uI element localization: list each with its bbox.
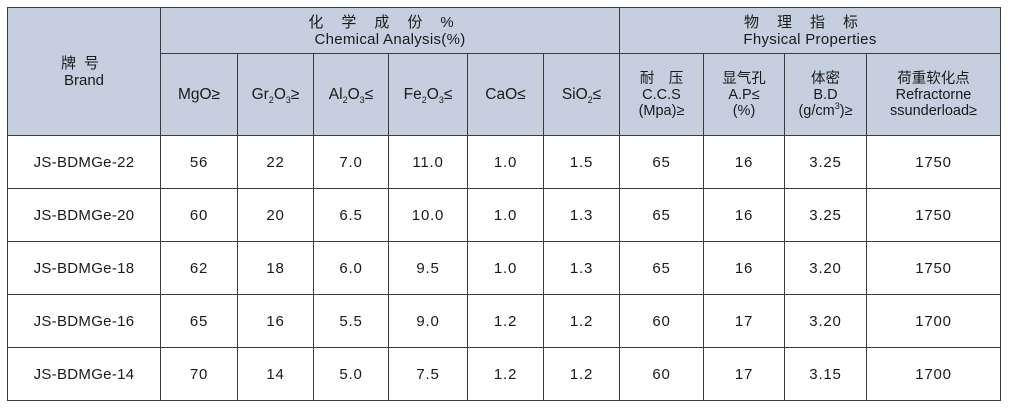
value-cell: 3.15 bbox=[784, 347, 867, 401]
value-cell: 1.0 bbox=[467, 135, 544, 189]
value-cell: 65 bbox=[619, 135, 704, 189]
value-cell: 1.0 bbox=[467, 241, 544, 295]
value-cell: 10.0 bbox=[388, 188, 468, 242]
brand-cell: JS-BDMGe-18 bbox=[7, 241, 161, 295]
value-cell: 1750 bbox=[866, 188, 1001, 242]
value-cell: 1.2 bbox=[543, 347, 620, 401]
brand-header-cn: 牌号 bbox=[60, 54, 107, 72]
value-cell: 17 bbox=[703, 294, 785, 348]
col-refractoriness: 荷重软化点 Refractorne ssunderload≥ bbox=[866, 53, 1001, 136]
value-cell: 6.0 bbox=[313, 241, 389, 295]
value-cell: 56 bbox=[160, 135, 238, 189]
value-cell: 62 bbox=[160, 241, 238, 295]
value-cell: 3.25 bbox=[784, 135, 867, 189]
brand-cell: JS-BDMGe-22 bbox=[7, 135, 161, 189]
value-cell: 60 bbox=[160, 188, 238, 242]
value-cell: 1.2 bbox=[543, 294, 620, 348]
value-cell: 16 bbox=[237, 294, 314, 348]
value-cell: 9.5 bbox=[388, 241, 468, 295]
value-cell: 1.3 bbox=[543, 241, 620, 295]
brand-cell: JS-BDMGe-14 bbox=[7, 347, 161, 401]
phys-group-header: 物理指标 Fhysical Properties bbox=[619, 7, 1001, 54]
value-cell: 1700 bbox=[866, 294, 1001, 348]
value-cell: 3.20 bbox=[784, 241, 867, 295]
brand-header-en: Brand bbox=[63, 71, 105, 89]
brand-cell: JS-BDMGe-20 bbox=[7, 188, 161, 242]
col-ap: 显气孔 A.P≤ (%) bbox=[703, 53, 785, 136]
value-cell: 65 bbox=[619, 188, 704, 242]
value-cell: 70 bbox=[160, 347, 238, 401]
value-cell: 1.2 bbox=[467, 347, 544, 401]
value-cell: 7.5 bbox=[388, 347, 468, 401]
value-cell: 22 bbox=[237, 135, 314, 189]
value-cell: 17 bbox=[703, 347, 785, 401]
col-ccs: 耐 压 C.C.S (Mpa)≥ bbox=[619, 53, 704, 136]
value-cell: 60 bbox=[619, 294, 704, 348]
phys-header-cn: 物理指标 bbox=[743, 13, 876, 31]
brand-header: 牌号 Brand bbox=[7, 7, 161, 136]
table-row: JS-BDMGe-20 60 20 6.5 10.0 1.0 1.3 65 16 3.25 1750 bbox=[7, 188, 1001, 242]
value-cell: 5.5 bbox=[313, 294, 389, 348]
value-cell: 6.5 bbox=[313, 188, 389, 242]
value-cell: 1.5 bbox=[543, 135, 620, 189]
value-cell: 65 bbox=[160, 294, 238, 348]
value-cell: 11.0 bbox=[388, 135, 468, 189]
value-cell: 16 bbox=[703, 135, 785, 189]
value-cell: 1.2 bbox=[467, 294, 544, 348]
value-cell: 1750 bbox=[866, 241, 1001, 295]
spec-table: 牌号 Brand 化学成份% Chemical Analysis(%) 物理指标… bbox=[7, 7, 1001, 401]
value-cell: 5.0 bbox=[313, 347, 389, 401]
value-cell: 1750 bbox=[866, 135, 1001, 189]
value-cell: 7.0 bbox=[313, 135, 389, 189]
value-cell: 1.0 bbox=[467, 188, 544, 242]
brand-cell: JS-BDMGe-16 bbox=[7, 294, 161, 348]
phys-header-en: Fhysical Properties bbox=[743, 30, 877, 48]
col-bd: 体密 B.D (g/cm3)≥ bbox=[784, 53, 867, 136]
col-al2o3: Al2O3≤ bbox=[313, 53, 389, 136]
col-fe2o3: Fe2O3≤ bbox=[388, 53, 468, 136]
value-cell: 3.25 bbox=[784, 188, 867, 242]
value-cell: 65 bbox=[619, 241, 704, 295]
value-cell: 1.3 bbox=[543, 188, 620, 242]
col-sio2: SiO2≤ bbox=[543, 53, 620, 136]
value-cell: 3.20 bbox=[784, 294, 867, 348]
table-row: JS-BDMGe-16 65 16 5.5 9.0 1.2 1.2 60 17 3.20 1700 bbox=[7, 294, 1001, 348]
value-cell: 18 bbox=[237, 241, 314, 295]
table-row: JS-BDMGe-18 62 18 6.0 9.5 1.0 1.3 65 16 3.20 1750 bbox=[7, 241, 1001, 295]
col-mgo: MgO≥ bbox=[160, 53, 238, 136]
value-cell: 16 bbox=[703, 241, 785, 295]
table-row: JS-BDMGe-14 70 14 5.0 7.5 1.2 1.2 60 17 3.15 1700 bbox=[7, 347, 1001, 401]
col-cao: CaO≤ bbox=[467, 53, 544, 136]
value-cell: 20 bbox=[237, 188, 314, 242]
value-cell: 60 bbox=[619, 347, 704, 401]
value-cell: 1700 bbox=[866, 347, 1001, 401]
chem-header-en: Chemical Analysis(%) bbox=[314, 30, 466, 48]
table-row: JS-BDMGe-22 56 22 7.0 11.0 1.0 1.5 65 16 3.25 1750 bbox=[7, 135, 1001, 189]
value-cell: 16 bbox=[703, 188, 785, 242]
table-body: JS-BDMGe-22 56 22 7.0 11.0 1.0 1.5 65 16 3.25 1750… bbox=[7, 135, 1001, 401]
value-cell: 9.0 bbox=[388, 294, 468, 348]
col-gr2o3: Gr2O3≥ bbox=[237, 53, 314, 136]
chem-group-header: 化学成份% Chemical Analysis(%) bbox=[160, 7, 620, 54]
value-cell: 14 bbox=[237, 347, 314, 401]
chem-header-cn: 化学成份% bbox=[308, 13, 472, 31]
